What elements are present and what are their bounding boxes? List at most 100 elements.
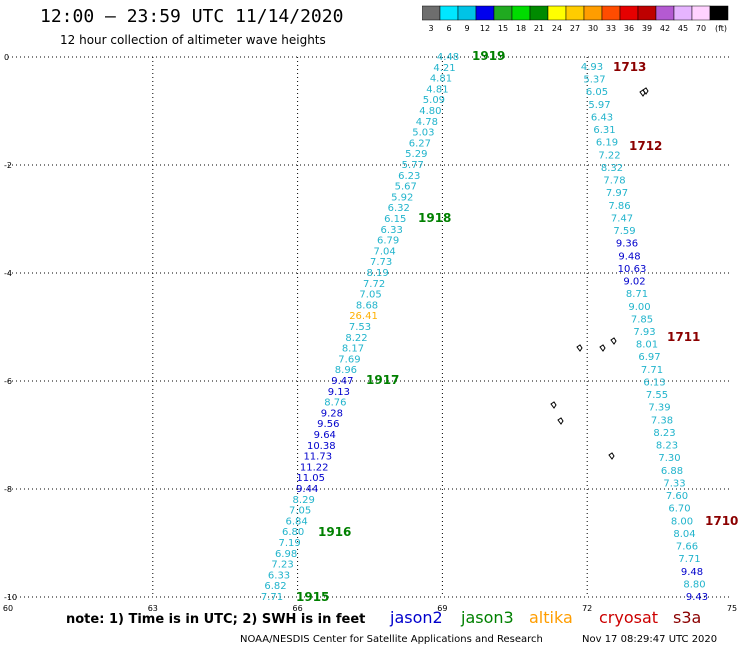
wave-height-value: 4.81: [430, 74, 452, 85]
wave-height-value: 8.71: [626, 289, 648, 300]
wave-height-value: 8.76: [324, 398, 346, 409]
colorbar-tick-label: 21: [534, 24, 544, 33]
map-subtitle: 12 hour collection of altimeter wave hei…: [60, 33, 326, 47]
colorbar-tick-label: 15: [498, 24, 508, 33]
colorbar-tick-label: 24: [552, 24, 562, 33]
wave-height-value: 7.33: [663, 478, 685, 489]
pass-label: 1712: [629, 139, 662, 153]
island-outline: [608, 452, 615, 460]
legend-s3a: s3a: [673, 608, 702, 627]
generation-timestamp: Nov 17 08:29:47 UTC 2020: [582, 634, 718, 645]
wave-height-value: 4.80: [419, 106, 441, 117]
colorbar-tick-label: 6: [446, 24, 451, 33]
wave-height-value: 9.48: [618, 251, 640, 262]
legend-cryosat: cryosat: [599, 608, 659, 627]
island-outline: [557, 417, 564, 425]
wave-height-value: 5.77: [402, 160, 424, 171]
colorbar-tick-label: 39: [642, 24, 652, 33]
wave-height-value: 6.32: [388, 203, 410, 214]
wave-height-value: 8.68: [356, 300, 378, 311]
wave-height-value: 6.98: [275, 549, 297, 560]
wave-height-value: 6.33: [268, 570, 290, 581]
wave-height-value: 6.88: [661, 466, 683, 477]
wave-height-value: 7.38: [651, 415, 673, 426]
pass-label: 1916: [318, 525, 351, 539]
colorbar-tick-label: (ft): [715, 24, 727, 33]
x-axis-label: 72: [582, 604, 592, 613]
wave-height-value: 7.97: [606, 188, 628, 199]
wave-height-value: 7.04: [374, 246, 396, 257]
colorbar-tick-label: 27: [570, 24, 580, 33]
wave-height-value: 6.31: [593, 125, 615, 136]
wave-height-value: 7.39: [648, 403, 670, 414]
wave-height-value: 9.44: [296, 484, 318, 495]
wave-height-value: 8.32: [601, 163, 623, 174]
map-title: 12:00 – 23:59 UTC 11/14/2020: [40, 6, 344, 27]
wave-height-value: 5.37: [583, 75, 605, 86]
footer-note: note: 1) Time is in UTC; 2) SWH is in fe…: [66, 612, 366, 627]
wave-height-value: 7.05: [359, 290, 381, 301]
wave-height-value: 8.00: [671, 516, 693, 527]
colorbar-tick-label: 12: [480, 24, 490, 33]
wave-height-value: 8.01: [636, 340, 658, 351]
wave-height-value: 11.22: [300, 462, 329, 473]
wave-height-value: 26.41: [349, 311, 378, 322]
wave-height-value: 6.82: [264, 581, 286, 592]
wave-height-value: 8.29: [293, 495, 315, 506]
legend-jason2: jason2: [390, 608, 443, 627]
wave-height-value: 7.66: [676, 542, 698, 553]
wave-height-value: 8.23: [653, 428, 675, 439]
wave-height-value: 7.73: [370, 257, 392, 268]
wave-height-value: 9.64: [314, 430, 336, 441]
wave-height-value: 9.02: [623, 277, 645, 288]
wave-height-value: 7.23: [271, 560, 293, 571]
island-outline: [642, 87, 649, 95]
wave-height-value: 4.93: [581, 62, 603, 73]
island-outline: [610, 337, 617, 345]
wave-height-value: 6.33: [381, 225, 403, 236]
island-outline: [576, 344, 583, 352]
wave-height-value: 4.21: [433, 63, 455, 74]
wave-height-value: 7.93: [633, 327, 655, 338]
colorbar-tick-label: 45: [678, 24, 688, 33]
wave-height-value: 6.27: [409, 138, 431, 149]
wave-height-value: 8.80: [683, 579, 705, 590]
wave-height-value: 10.38: [307, 441, 336, 452]
wave-height-value: 7.85: [631, 314, 653, 325]
wave-height-value: 4.78: [416, 117, 438, 128]
wave-height-value: 6.13: [643, 377, 665, 388]
y-axis-label: -6: [4, 377, 12, 386]
wave-height-value: 7.22: [598, 150, 620, 161]
colorbar-tick-label: 70: [696, 24, 706, 33]
y-axis-label: -8: [4, 485, 12, 494]
wave-height-value: 9.13: [328, 387, 350, 398]
wave-height-value: 9.00: [628, 302, 650, 313]
y-axis-label: -2: [4, 161, 12, 170]
legend-jason3: jason3: [461, 608, 514, 627]
wave-height-value: 5.29: [405, 149, 427, 160]
colorbar-tick-label: 18: [516, 24, 526, 33]
wave-height-value: 7.47: [611, 213, 633, 224]
wave-height-value: 5.09: [423, 95, 445, 106]
pass-label: 1917: [366, 373, 399, 387]
wave-height-value: 7.19: [278, 538, 300, 549]
wave-height-value: 8.96: [335, 365, 357, 376]
wave-height-value: 8.04: [673, 529, 695, 540]
x-axis-label: 60: [3, 604, 13, 613]
wave-height-value: 7.60: [666, 491, 688, 502]
colorbar-tick-label: 42: [660, 24, 670, 33]
pass-label: 1711: [667, 330, 700, 344]
island-outline: [599, 344, 606, 352]
wave-height-value: 8.23: [656, 441, 678, 452]
colorbar-legend: 3 6 9 12 15 18 21 24 27 30 33 36 39 42 45 70 (ft): [422, 5, 729, 33]
wave-height-value: 9.36: [616, 239, 638, 250]
wave-height-value: 7.71: [678, 554, 700, 565]
wave-height-value: 8.22: [345, 333, 367, 344]
wave-height-value: 6.15: [384, 214, 406, 225]
wave-height-value: 6.05: [586, 87, 608, 98]
wave-height-value: 6.23: [398, 171, 420, 182]
x-axis-label: 69: [437, 604, 447, 613]
wave-height-value: 7.55: [646, 390, 668, 401]
wave-height-value: 8.19: [366, 268, 388, 279]
